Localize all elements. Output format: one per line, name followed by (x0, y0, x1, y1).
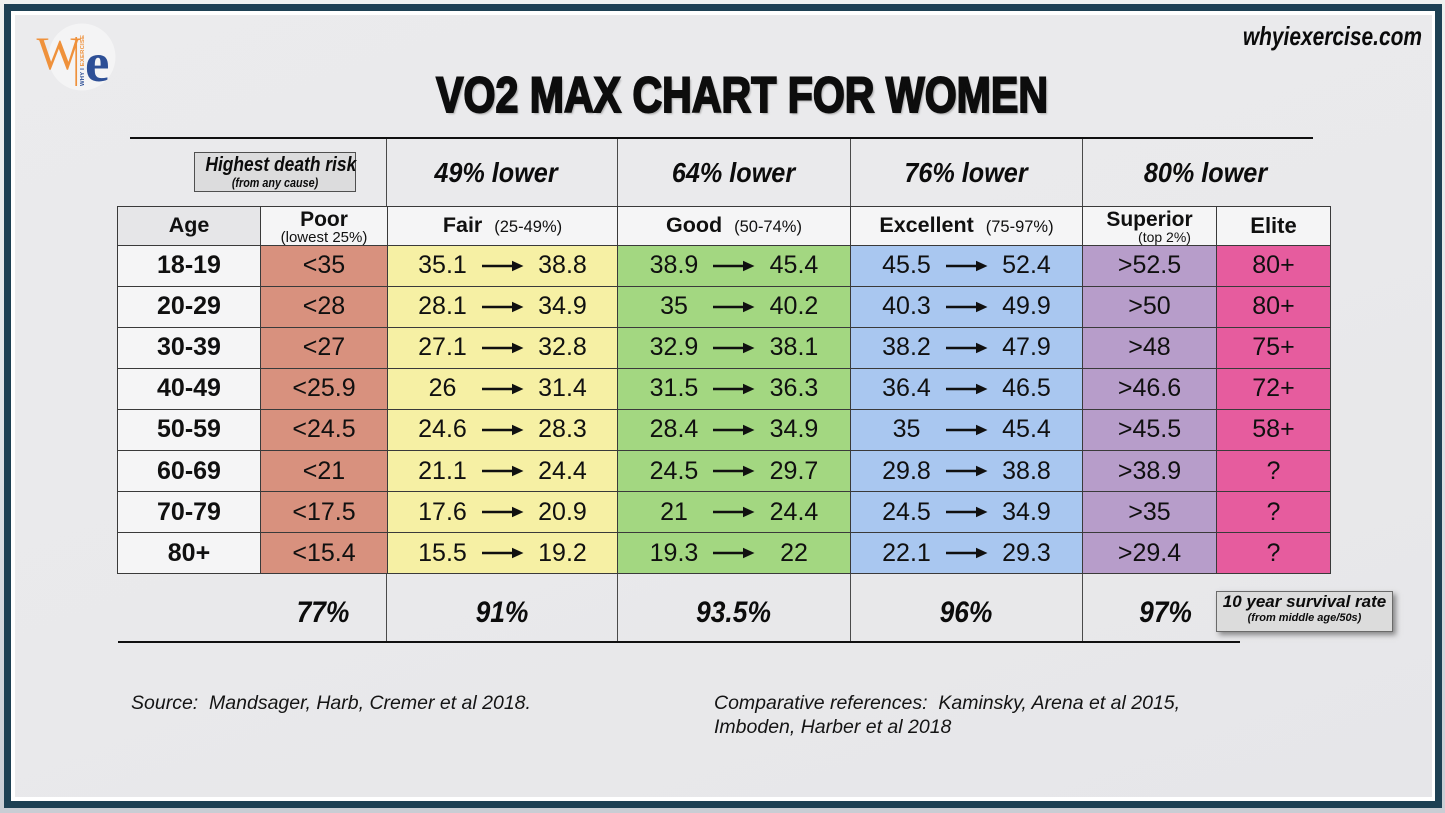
svg-text:WHY I EXERCISE: WHY I EXERCISE (80, 35, 86, 86)
svg-text:W: W (37, 28, 82, 80)
svg-text:e: e (85, 32, 109, 93)
